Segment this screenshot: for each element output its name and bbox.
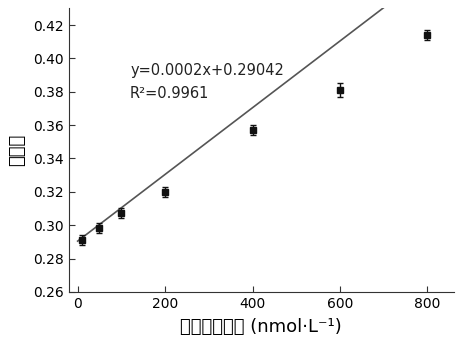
Text: R²=0.9961: R²=0.9961 bbox=[130, 86, 209, 101]
Y-axis label: 吸光値: 吸光値 bbox=[8, 134, 26, 166]
X-axis label: 妥布霉素浓度 (nmol·L⁻¹): 妥布霉素浓度 (nmol·L⁻¹) bbox=[180, 318, 342, 336]
Text: y=0.0002x+0.29042: y=0.0002x+0.29042 bbox=[130, 63, 284, 78]
